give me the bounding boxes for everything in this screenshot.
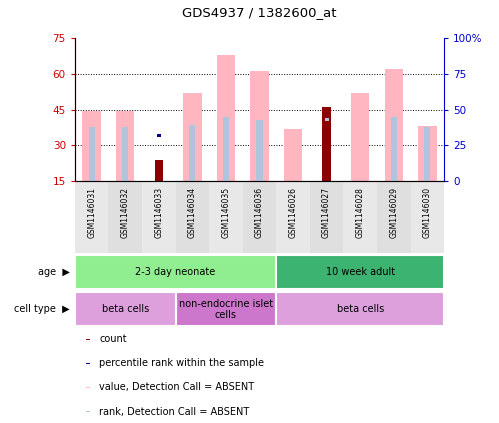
Text: percentile rank within the sample: percentile rank within the sample xyxy=(99,358,264,368)
Text: GSM1146029: GSM1146029 xyxy=(389,187,398,238)
Text: age  ▶: age ▶ xyxy=(38,266,70,277)
Bar xyxy=(243,181,276,253)
Text: GSM1146035: GSM1146035 xyxy=(222,187,231,238)
Bar xyxy=(189,125,196,181)
Bar xyxy=(323,124,330,181)
Bar xyxy=(322,107,331,181)
Text: cell type  ▶: cell type ▶ xyxy=(14,305,70,314)
Bar xyxy=(75,292,176,327)
Bar xyxy=(116,111,134,181)
Bar xyxy=(176,292,276,327)
Bar xyxy=(86,387,90,388)
Bar xyxy=(276,255,444,288)
Text: 10 week adult: 10 week adult xyxy=(326,266,395,277)
Text: GSM1146028: GSM1146028 xyxy=(356,187,365,238)
Bar xyxy=(276,292,444,327)
Text: GSM1146033: GSM1146033 xyxy=(154,187,163,238)
Text: GSM1146026: GSM1146026 xyxy=(288,187,297,238)
Bar xyxy=(385,69,403,181)
Bar xyxy=(284,129,302,181)
Bar xyxy=(377,181,411,253)
Bar xyxy=(75,255,276,288)
Text: GSM1146034: GSM1146034 xyxy=(188,187,197,238)
Bar xyxy=(256,120,262,181)
Bar xyxy=(223,117,229,181)
Text: GDS4937 / 1382600_at: GDS4937 / 1382600_at xyxy=(182,6,337,19)
Bar xyxy=(155,159,163,181)
Bar xyxy=(82,111,101,181)
Bar xyxy=(217,55,235,181)
Bar xyxy=(424,127,430,181)
Bar xyxy=(276,181,310,253)
Bar xyxy=(89,127,95,181)
Bar xyxy=(176,181,209,253)
Bar xyxy=(343,181,377,253)
Text: GSM1146036: GSM1146036 xyxy=(255,187,264,238)
Bar xyxy=(142,181,176,253)
Bar xyxy=(411,181,444,253)
Text: count: count xyxy=(99,334,127,344)
Text: beta cells: beta cells xyxy=(102,305,149,314)
Text: non-endocrine islet
cells: non-endocrine islet cells xyxy=(179,299,273,320)
Text: GSM1146027: GSM1146027 xyxy=(322,187,331,238)
Bar xyxy=(250,71,268,181)
Text: GSM1146032: GSM1146032 xyxy=(121,187,130,238)
Bar xyxy=(391,117,397,181)
Text: GSM1146031: GSM1146031 xyxy=(87,187,96,238)
Text: beta cells: beta cells xyxy=(336,305,384,314)
Bar xyxy=(75,181,108,253)
Bar xyxy=(86,363,90,364)
Bar xyxy=(108,181,142,253)
Bar xyxy=(86,411,90,412)
Bar xyxy=(209,181,243,253)
Text: value, Detection Call = ABSENT: value, Detection Call = ABSENT xyxy=(99,382,254,393)
Bar xyxy=(418,126,437,181)
Text: 2-3 day neonate: 2-3 day neonate xyxy=(135,266,216,277)
Bar xyxy=(157,134,161,137)
Text: GSM1146030: GSM1146030 xyxy=(423,187,432,238)
Text: rank, Detection Call = ABSENT: rank, Detection Call = ABSENT xyxy=(99,407,250,417)
Bar xyxy=(325,118,329,121)
Bar xyxy=(86,338,90,340)
Bar xyxy=(122,127,128,181)
Bar xyxy=(310,181,343,253)
Bar xyxy=(183,93,202,181)
Bar xyxy=(351,93,369,181)
